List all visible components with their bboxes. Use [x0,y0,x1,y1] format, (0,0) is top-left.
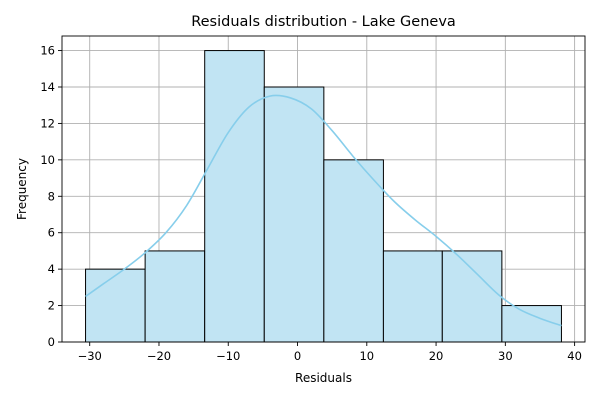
x-axis-ticks: −30 −20 −10 0 10 20 30 40 [78,342,582,363]
histogram-bar [144,250,206,343]
x-tick-label: 20 [429,349,444,363]
chart-title: Residuals distribution - Lake Geneva [191,14,456,30]
histogram-bars [85,50,562,343]
x-tick-label: −10 [216,349,240,363]
histogram-bar [85,268,146,343]
y-axis-ticks: 0 2 4 6 8 10 12 14 16 [40,44,62,349]
y-tick-label: 2 [48,299,55,313]
y-tick-label: 8 [48,189,55,203]
y-tick-label: 10 [40,153,55,167]
y-tick-label: 14 [40,80,55,94]
x-tick-label: 10 [359,349,374,363]
histogram-bar [263,86,325,343]
kde-curve [85,94,562,327]
x-tick-label: −30 [78,349,102,363]
plot-frame [61,35,586,343]
x-tick-label: −20 [147,349,171,363]
histogram-bar [323,159,384,343]
histogram-bar [441,250,503,343]
y-tick-label: 0 [48,335,55,349]
y-tick-label: 4 [48,262,55,276]
x-tick-label: 40 [567,349,582,363]
x-axis-label: Residuals [295,371,352,385]
x-tick-label: 0 [294,349,301,363]
histogram-bar [501,305,562,343]
histogram-bar [382,250,443,343]
y-tick-label: 12 [40,116,55,130]
y-axis-label: Frequency [15,158,29,220]
x-tick-label: 30 [498,349,513,363]
y-tick-label: 16 [40,44,55,58]
histogram-bar [204,50,265,343]
y-tick-label: 6 [48,226,55,240]
